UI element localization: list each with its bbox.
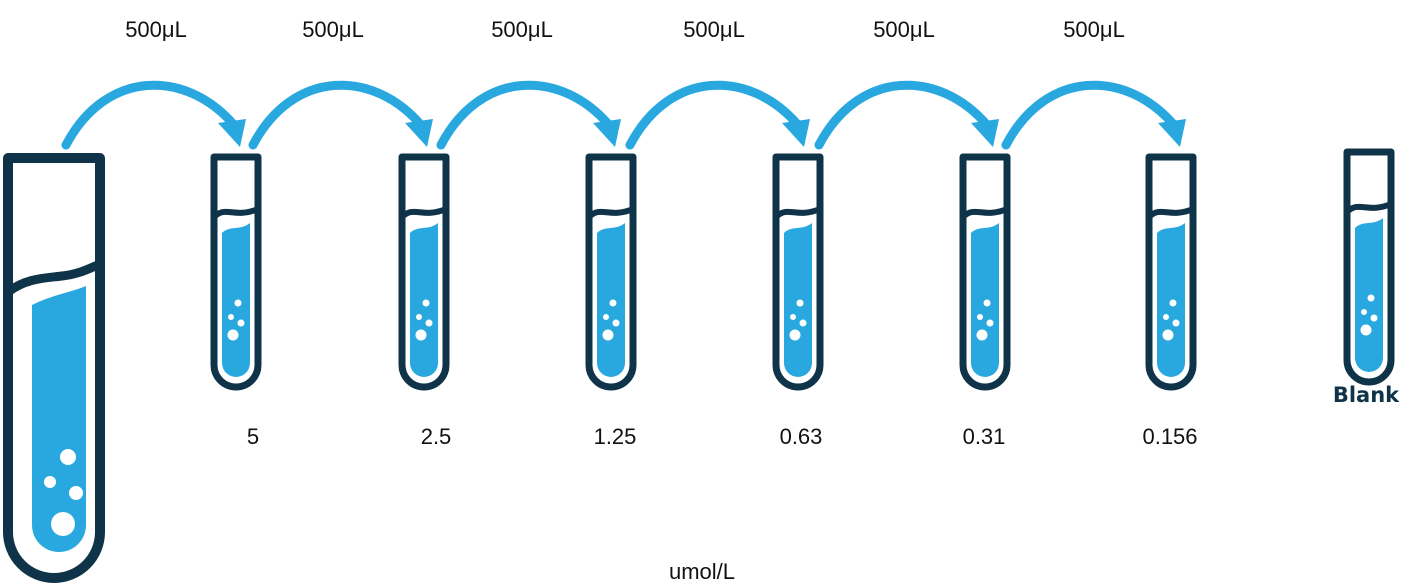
transfer-volume-label: 500μL	[683, 17, 745, 42]
dilution-tube	[776, 157, 820, 387]
concentration-label: 0.156	[1142, 424, 1197, 449]
dilution-tube	[214, 157, 258, 387]
transfer-arrow-icon	[66, 85, 246, 147]
dilution-tube	[402, 157, 446, 387]
transfer-arrow-icon	[253, 85, 433, 147]
transfer-arrow-icon	[441, 85, 621, 147]
unit-label: umol/L	[669, 559, 735, 584]
concentration-label: 0.63	[780, 424, 823, 449]
transfer-volume-label: 500μL	[491, 17, 553, 42]
concentration-label: 5	[247, 424, 259, 449]
transfer-volume-label: 500μL	[873, 17, 935, 42]
concentration-label: 1.25	[594, 424, 637, 449]
dilution-tube	[589, 157, 633, 387]
dilution-tube	[1149, 157, 1193, 387]
transfer-volume-label: 500μL	[302, 17, 364, 42]
bubble-icon	[60, 449, 76, 465]
concentration-label: 0.31	[963, 424, 1006, 449]
blank-tube	[1347, 152, 1391, 382]
dilution-tube	[963, 157, 1007, 387]
stock-tube	[3, 153, 105, 583]
transfer-arrow-icon	[630, 85, 810, 147]
transfer-volume-label: 500μL	[1063, 17, 1125, 42]
blank-label: Blank	[1333, 383, 1400, 407]
transfer-arrow-icon	[1006, 85, 1186, 147]
concentration-label: 2.5	[421, 424, 452, 449]
transfer-arrow-icon	[819, 85, 999, 147]
transfer-volume-label: 500μL	[125, 17, 187, 42]
